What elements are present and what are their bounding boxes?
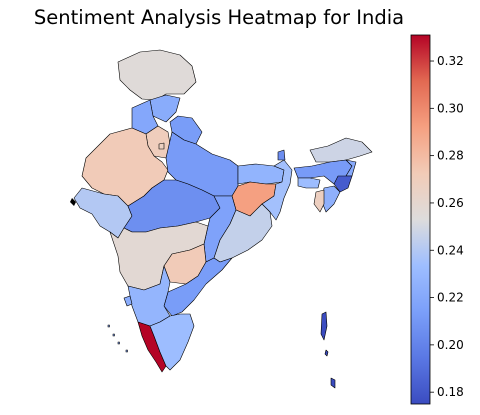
colorbar-tick-label: 0.20 <box>437 338 464 352</box>
region-andhra-pradesh <box>163 257 233 317</box>
colorbar-tick-label: 0.28 <box>437 149 464 163</box>
region-manipur <box>333 175 353 193</box>
colorbar-tick-label: 0.24 <box>437 243 464 257</box>
region-tripura <box>313 189 325 213</box>
colorbar-tick-label: 0.18 <box>437 385 464 399</box>
map-title: Sentiment Analysis Heatmap for India <box>33 6 405 29</box>
kutch-coastline <box>70 198 76 206</box>
colorbar-gradient <box>410 34 431 405</box>
region-west-bengal <box>261 159 293 221</box>
region-jammu-kashmir <box>117 49 197 101</box>
region-meghalaya <box>297 177 321 189</box>
region-tamil-nadu <box>149 313 195 371</box>
region-arunachal-pradesh <box>309 137 373 163</box>
colorbar-tick-label: 0.22 <box>437 291 464 305</box>
region-delhi <box>158 142 165 150</box>
region-andaman-nicobar <box>320 311 336 389</box>
colorbar-tick-label: 0.26 <box>437 196 464 210</box>
colorbar-tick-label: 0.32 <box>437 54 464 68</box>
colorbar-tick-label: 0.30 <box>437 101 464 115</box>
region-goa <box>123 295 133 307</box>
region-mizoram <box>321 185 341 213</box>
region-lakshadweep <box>107 324 128 353</box>
colorbar: 0.18 0.20 0.22 0.24 0.26 0.28 0.30 0.32 <box>410 34 464 405</box>
colorbar-ticks: 0.18 0.20 0.22 0.24 0.26 0.28 0.30 0.32 <box>430 54 464 399</box>
region-sikkim <box>277 149 286 161</box>
